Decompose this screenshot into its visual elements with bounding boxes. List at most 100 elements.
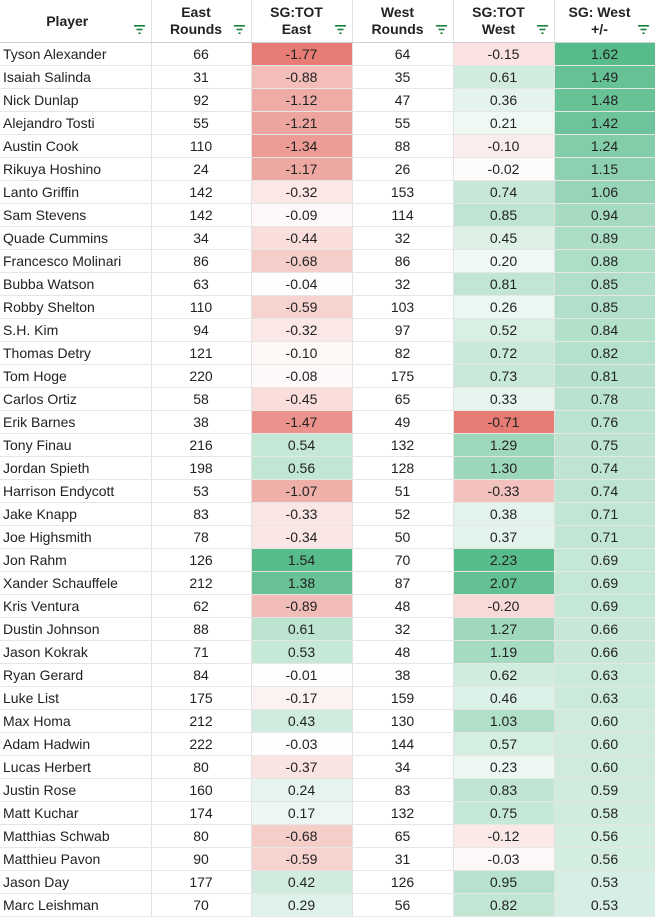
east-rounds-cell[interactable]: 70 — [151, 893, 252, 917]
sg-west-diff-cell[interactable]: 0.53 — [554, 893, 655, 917]
sg-west-diff-cell[interactable]: 0.63 — [554, 663, 655, 687]
sg-tot-east-cell[interactable]: -0.44 — [251, 226, 353, 250]
sg-west-diff-cell[interactable]: 0.58 — [554, 801, 655, 825]
player-cell[interactable]: Jon Rahm — [0, 548, 152, 572]
sg-west-diff-cell[interactable]: 0.71 — [554, 502, 655, 526]
sg-west-diff-cell[interactable]: 0.85 — [554, 272, 655, 296]
west-rounds-cell[interactable]: 35 — [352, 65, 454, 89]
player-cell[interactable]: Austin Cook — [0, 134, 152, 158]
player-cell[interactable]: Max Homa — [0, 709, 152, 733]
west-rounds-cell[interactable]: 132 — [352, 433, 454, 457]
player-cell[interactable]: S.H. Kim — [0, 318, 152, 342]
sg-tot-west-cell[interactable]: 1.03 — [453, 709, 555, 733]
player-cell[interactable]: Xander Schauffele — [0, 571, 152, 595]
sg-west-diff-cell[interactable]: 0.66 — [554, 640, 655, 664]
sg-tot-east-cell[interactable]: -0.03 — [251, 732, 353, 756]
east-rounds-cell[interactable]: 62 — [151, 594, 252, 618]
east-rounds-cell[interactable]: 126 — [151, 548, 252, 572]
sg-west-diff-cell[interactable]: 0.59 — [554, 778, 655, 802]
sg-tot-east-cell[interactable]: -0.32 — [251, 180, 353, 204]
east-rounds-cell[interactable]: 212 — [151, 709, 252, 733]
east-rounds-cell[interactable]: 63 — [151, 272, 252, 296]
west-rounds-cell[interactable]: 175 — [352, 364, 454, 388]
east-rounds-cell[interactable]: 198 — [151, 456, 252, 480]
filter-icon[interactable] — [536, 25, 548, 34]
west-rounds-cell[interactable]: 32 — [352, 617, 454, 641]
player-cell[interactable]: Nick Dunlap — [0, 88, 152, 112]
player-cell[interactable]: Tyson Alexander — [0, 42, 152, 66]
east-rounds-cell[interactable]: 24 — [151, 157, 252, 181]
west-rounds-cell[interactable]: 159 — [352, 686, 454, 710]
west-rounds-cell[interactable]: 130 — [352, 709, 454, 733]
sg-tot-east-cell[interactable]: -0.34 — [251, 525, 353, 549]
sg-west-diff-cell[interactable]: 1.06 — [554, 180, 655, 204]
player-cell[interactable]: Ryan Gerard — [0, 663, 152, 687]
west-rounds-cell[interactable]: 51 — [352, 479, 454, 503]
west-rounds-cell[interactable]: 114 — [352, 203, 454, 227]
sg-tot-west-cell[interactable]: 0.82 — [453, 893, 555, 917]
west-rounds-cell[interactable]: 82 — [352, 341, 454, 365]
sg-tot-east-cell[interactable]: 0.54 — [251, 433, 353, 457]
east-rounds-cell[interactable]: 121 — [151, 341, 252, 365]
west-rounds-cell[interactable]: 87 — [352, 571, 454, 595]
sg-west-diff-cell[interactable]: 1.48 — [554, 88, 655, 112]
sg-west-diff-cell[interactable]: 0.69 — [554, 594, 655, 618]
player-cell[interactable]: Tony Finau — [0, 433, 152, 457]
sg-tot-east-cell[interactable]: -0.89 — [251, 594, 353, 618]
sg-west-diff-cell[interactable]: 1.15 — [554, 157, 655, 181]
sg-tot-west-cell[interactable]: 0.73 — [453, 364, 555, 388]
sg-tot-east-cell[interactable]: -0.45 — [251, 387, 353, 411]
sg-west-diff-cell[interactable]: 1.62 — [554, 42, 655, 66]
west-rounds-cell[interactable]: 55 — [352, 111, 454, 135]
player-cell[interactable]: Quade Cummins — [0, 226, 152, 250]
east-rounds-cell[interactable]: 86 — [151, 249, 252, 273]
east-rounds-cell[interactable]: 88 — [151, 617, 252, 641]
sg-tot-west-cell[interactable]: 0.46 — [453, 686, 555, 710]
sg-tot-west-cell[interactable]: 0.21 — [453, 111, 555, 135]
sg-tot-west-cell[interactable]: 0.33 — [453, 387, 555, 411]
west-rounds-cell[interactable]: 83 — [352, 778, 454, 802]
sg-tot-east-cell[interactable]: -0.88 — [251, 65, 353, 89]
player-cell[interactable]: Francesco Molinari — [0, 249, 152, 273]
west-rounds-cell[interactable]: 26 — [352, 157, 454, 181]
sg-tot-east-cell[interactable]: 1.54 — [251, 548, 353, 572]
east-rounds-cell[interactable]: 222 — [151, 732, 252, 756]
sg-west-diff-cell[interactable]: 0.84 — [554, 318, 655, 342]
filter-icon[interactable] — [334, 25, 346, 34]
sg-west-diff-cell[interactable]: 0.88 — [554, 249, 655, 273]
east-rounds-cell[interactable]: 90 — [151, 847, 252, 871]
player-cell[interactable]: Robby Shelton — [0, 295, 152, 319]
west-rounds-cell[interactable]: 52 — [352, 502, 454, 526]
sg-tot-west-cell[interactable]: 1.30 — [453, 456, 555, 480]
player-cell[interactable]: Erik Barnes — [0, 410, 152, 434]
sg-tot-east-cell[interactable]: -0.68 — [251, 249, 353, 273]
player-cell[interactable]: Lucas Herbert — [0, 755, 152, 779]
player-cell[interactable]: Justin Rose — [0, 778, 152, 802]
sg-tot-east-cell[interactable]: 0.43 — [251, 709, 353, 733]
west-rounds-cell[interactable]: 132 — [352, 801, 454, 825]
sg-west-diff-cell[interactable]: 0.56 — [554, 847, 655, 871]
east-rounds-cell[interactable]: 142 — [151, 203, 252, 227]
west-rounds-cell[interactable]: 38 — [352, 663, 454, 687]
west-rounds-cell[interactable]: 32 — [352, 272, 454, 296]
east-rounds-cell[interactable]: 84 — [151, 663, 252, 687]
sg-tot-east-cell[interactable]: 0.24 — [251, 778, 353, 802]
sg-tot-west-cell[interactable]: 2.23 — [453, 548, 555, 572]
sg-tot-east-cell[interactable]: 0.29 — [251, 893, 353, 917]
east-rounds-cell[interactable]: 94 — [151, 318, 252, 342]
east-rounds-cell[interactable]: 175 — [151, 686, 252, 710]
east-rounds-cell[interactable]: 78 — [151, 525, 252, 549]
player-cell[interactable]: Matthias Schwab — [0, 824, 152, 848]
sg-tot-west-cell[interactable]: 0.52 — [453, 318, 555, 342]
east-rounds-cell[interactable]: 34 — [151, 226, 252, 250]
sg-tot-west-cell[interactable]: 0.83 — [453, 778, 555, 802]
sg-west-diff-cell[interactable]: 0.69 — [554, 548, 655, 572]
player-cell[interactable]: Jason Day — [0, 870, 152, 894]
sg-tot-west-cell[interactable]: 0.61 — [453, 65, 555, 89]
sg-tot-west-cell[interactable]: 0.36 — [453, 88, 555, 112]
sg-tot-east-cell[interactable]: 0.53 — [251, 640, 353, 664]
east-rounds-cell[interactable]: 92 — [151, 88, 252, 112]
east-rounds-cell[interactable]: 83 — [151, 502, 252, 526]
sg-tot-east-cell[interactable]: 1.38 — [251, 571, 353, 595]
sg-tot-east-cell[interactable]: 0.42 — [251, 870, 353, 894]
